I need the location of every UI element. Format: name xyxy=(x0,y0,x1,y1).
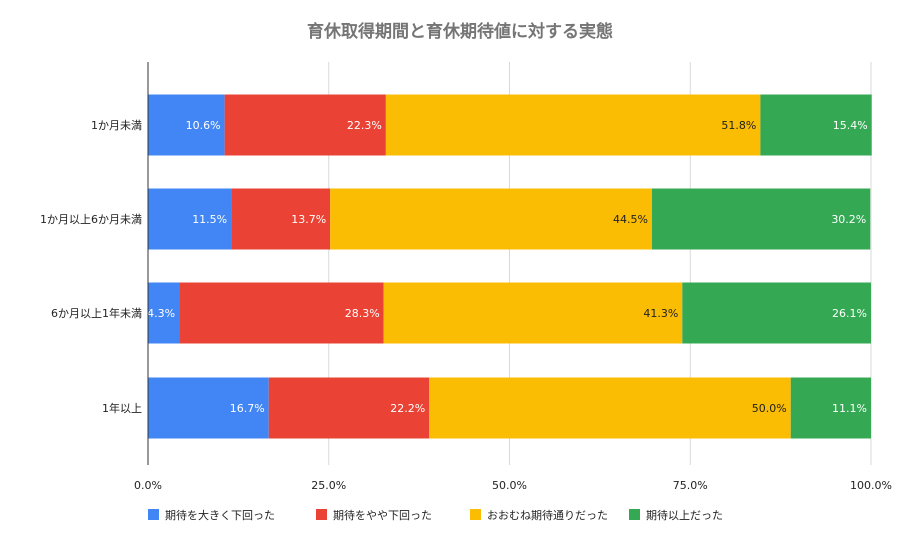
data-label: 28.3% xyxy=(345,307,380,320)
bar-segment xyxy=(682,282,871,344)
legend-label: 期待を大きく下回った xyxy=(165,508,275,522)
bar-segment xyxy=(179,282,384,344)
bar-segment xyxy=(330,188,652,250)
x-tick-label: 100.0% xyxy=(850,479,892,492)
category-labels: 1か月未満 1か月以上6か月未満 6か月以上1年未満 1年以上 xyxy=(40,119,142,415)
data-label: 10.6% xyxy=(186,119,221,132)
bar-segment xyxy=(383,282,683,344)
data-label: 15.4% xyxy=(833,119,868,132)
data-label: 11.5% xyxy=(192,213,227,226)
data-label: 26.1% xyxy=(832,307,867,320)
legend: 期待を大きく下回った 期待をやや下回った おおむね期待通りだった 期待以上だった xyxy=(148,508,723,522)
legend-label: 期待をやや下回った xyxy=(333,508,432,522)
data-labels: 10.6% 22.3% 51.8% 15.4% 11.5% 13.7% 44.5% 30.2%… xyxy=(147,119,868,415)
bar-segment xyxy=(148,94,225,156)
bar-segment xyxy=(790,377,871,439)
legend-swatch xyxy=(629,509,640,520)
category-label: 6か月以上1年未満 xyxy=(51,306,142,320)
category-label: 1年以上 xyxy=(102,401,142,415)
data-label: 50.0% xyxy=(752,402,787,415)
bar-segment xyxy=(268,377,430,439)
category-label: 1か月以上6か月未満 xyxy=(40,213,142,226)
x-tick-labels: 0.0% 25.0% 50.0% 75.0% 100.0% xyxy=(134,479,892,492)
bar-segment xyxy=(651,188,871,250)
x-tick-label: 75.0% xyxy=(673,479,708,492)
category-label: 1か月未満 xyxy=(91,119,142,132)
bar-segment xyxy=(429,377,791,439)
x-tick-label: 50.0% xyxy=(492,479,527,492)
data-label: 51.8% xyxy=(721,119,756,132)
data-label: 22.3% xyxy=(347,119,382,132)
chart-title: 育休取得期間と育休期待値に対する実態 xyxy=(307,21,613,42)
bar-segment xyxy=(148,282,180,344)
data-label: 22.2% xyxy=(390,402,425,415)
legend-swatch xyxy=(148,509,159,520)
legend-label: 期待以上だった xyxy=(646,508,723,522)
x-tick-label: 0.0% xyxy=(134,479,162,492)
bars xyxy=(148,94,872,439)
data-label: 44.5% xyxy=(613,213,648,226)
bar-segment xyxy=(760,94,872,156)
bar-segment xyxy=(148,377,269,439)
data-label: 41.3% xyxy=(643,307,678,320)
data-label: 30.2% xyxy=(831,213,866,226)
x-tick-label: 25.0% xyxy=(311,479,346,492)
legend-swatch xyxy=(470,509,481,520)
bar-segment xyxy=(148,188,232,250)
bar-segment xyxy=(224,94,386,156)
legend-swatch xyxy=(316,509,327,520)
data-label: 13.7% xyxy=(291,213,326,226)
bar-segment xyxy=(385,94,761,156)
bar-segment xyxy=(231,188,331,250)
data-label: 16.7% xyxy=(230,402,265,415)
data-label: 11.1% xyxy=(832,402,867,415)
legend-label: おおむね期待通りだった xyxy=(487,508,608,522)
data-label: 4.3% xyxy=(147,307,175,320)
